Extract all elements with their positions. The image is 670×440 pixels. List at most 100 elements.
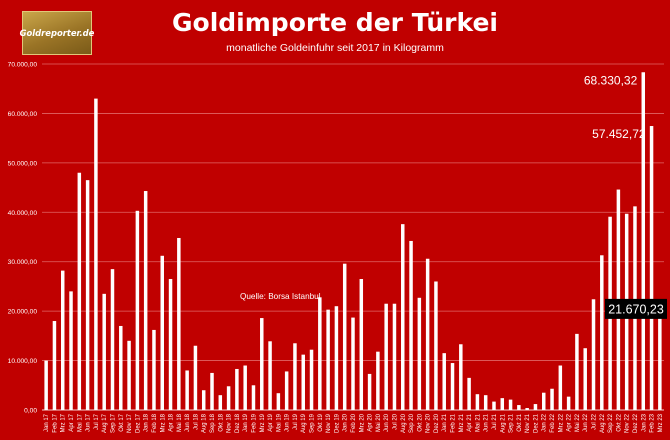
x-tick-label: Mai 17 bbox=[77, 413, 83, 432]
bar bbox=[60, 270, 65, 410]
bar bbox=[500, 398, 505, 410]
bar bbox=[318, 297, 322, 410]
x-tick-label: Dez 22 bbox=[633, 413, 639, 433]
bar bbox=[575, 333, 579, 410]
bar bbox=[367, 373, 372, 410]
x-tick-label: Jan 17 bbox=[44, 413, 50, 432]
x-tick-label: Nov 20 bbox=[426, 413, 432, 433]
bar bbox=[467, 377, 471, 410]
bar bbox=[384, 303, 388, 410]
bar bbox=[152, 329, 156, 410]
bar bbox=[649, 126, 654, 410]
x-tick-label: Apr 17 bbox=[69, 413, 75, 431]
data-label: 68.330,32 bbox=[584, 73, 638, 87]
bar bbox=[69, 291, 73, 410]
x-tick-label: Apr 20 bbox=[368, 413, 374, 431]
x-tick-label: Feb 17 bbox=[52, 413, 58, 432]
bar bbox=[201, 390, 206, 410]
x-tick-label: Jul 17 bbox=[94, 413, 100, 430]
x-tick-label: Jan 18 bbox=[144, 413, 150, 432]
x-tick-label: Mai 19 bbox=[276, 413, 282, 432]
bar bbox=[276, 393, 281, 410]
bar bbox=[52, 321, 57, 410]
x-tick-label: Sep 21 bbox=[509, 413, 515, 433]
bar bbox=[442, 353, 446, 410]
x-tick-label: Mrz 21 bbox=[459, 413, 465, 432]
y-tick-label: 0,00 bbox=[24, 408, 37, 415]
bar bbox=[434, 281, 438, 410]
x-tick-label: Sep 17 bbox=[110, 413, 116, 433]
x-tick-label: Jan 19 bbox=[243, 413, 249, 432]
bar bbox=[260, 318, 264, 410]
bar bbox=[119, 325, 123, 410]
x-tick-label: Aug 18 bbox=[202, 413, 208, 433]
x-tick-label: Sep 20 bbox=[409, 413, 415, 433]
bar bbox=[77, 172, 82, 410]
bar bbox=[425, 258, 430, 410]
logo-text: Goldreporter.de bbox=[19, 28, 95, 38]
bar bbox=[334, 306, 339, 410]
bar bbox=[94, 98, 98, 410]
bar bbox=[558, 365, 563, 410]
bar bbox=[85, 180, 90, 410]
bar bbox=[600, 255, 604, 410]
bar bbox=[293, 343, 297, 410]
bar bbox=[492, 401, 496, 410]
chart-subtitle: monatliche Goldeinfuhr seit 2017 in Kilo… bbox=[226, 42, 444, 54]
y-tick-label: 60.000,00 bbox=[8, 111, 38, 118]
bar bbox=[533, 404, 538, 410]
x-tick-label: Nov 17 bbox=[127, 413, 133, 433]
bar bbox=[359, 279, 364, 410]
bar bbox=[226, 386, 231, 410]
x-tick-label: Nov 22 bbox=[625, 413, 631, 433]
y-tick-label: 30.000,00 bbox=[8, 259, 38, 266]
bar bbox=[243, 365, 247, 410]
x-tick-label: Mrz 23 bbox=[658, 413, 664, 432]
x-tick-label: Aug 20 bbox=[401, 413, 407, 433]
x-tick-label: Aug 22 bbox=[600, 413, 606, 433]
x-tick-label: Nov 18 bbox=[227, 413, 233, 433]
y-tick-label: 20.000,00 bbox=[8, 309, 38, 316]
y-tick-label: 70.000,00 bbox=[8, 62, 38, 69]
bar bbox=[342, 263, 347, 410]
bar bbox=[185, 370, 189, 410]
bar bbox=[193, 345, 198, 410]
bar bbox=[566, 396, 571, 410]
data-label: 21.670,23 bbox=[608, 302, 664, 316]
x-tick-label: Aug 21 bbox=[500, 413, 506, 433]
x-tick-label: Okt 20 bbox=[417, 413, 423, 431]
bar bbox=[583, 348, 587, 410]
y-tick-label: 50.000,00 bbox=[8, 160, 38, 167]
x-tick-label: Sep 18 bbox=[210, 413, 216, 433]
x-tick-label: Jun 21 bbox=[484, 413, 490, 432]
x-tick-label: Feb 19 bbox=[251, 413, 257, 432]
bar bbox=[475, 394, 480, 410]
x-tick-label: Jul 18 bbox=[193, 413, 199, 430]
x-tick-label: Jan 23 bbox=[641, 413, 647, 432]
goldreporter-logo[interactable]: Goldreporter.de bbox=[19, 11, 95, 55]
bar bbox=[508, 399, 513, 410]
bar bbox=[450, 363, 455, 410]
bar bbox=[110, 269, 115, 410]
x-tick-label: Okt 22 bbox=[616, 413, 622, 431]
bar bbox=[168, 279, 173, 410]
x-tick-label: Mrz 22 bbox=[558, 413, 564, 432]
x-tick-label: Aug 17 bbox=[102, 413, 108, 433]
x-tick-label: Apr 22 bbox=[567, 413, 573, 431]
x-tick-label: Mrz 18 bbox=[160, 413, 166, 432]
x-tick-label: Jan 20 bbox=[343, 413, 349, 432]
x-tick-label: Nov 19 bbox=[326, 413, 332, 433]
bar bbox=[542, 392, 546, 410]
x-tick-label: Dez 21 bbox=[533, 413, 539, 433]
bar bbox=[392, 303, 397, 410]
x-tick-label: Mrz 17 bbox=[61, 413, 67, 432]
x-tick-label: Mrz 20 bbox=[359, 413, 365, 432]
x-tick-label: Jun 19 bbox=[285, 413, 291, 432]
x-tick-label: Jun 18 bbox=[185, 413, 191, 432]
x-tick-label: Feb 18 bbox=[152, 413, 158, 432]
bar bbox=[127, 340, 131, 410]
x-tick-label: Jan 22 bbox=[542, 413, 548, 432]
x-tick-label: Jul 21 bbox=[492, 413, 498, 430]
y-tick-label: 10.000,00 bbox=[8, 358, 38, 365]
